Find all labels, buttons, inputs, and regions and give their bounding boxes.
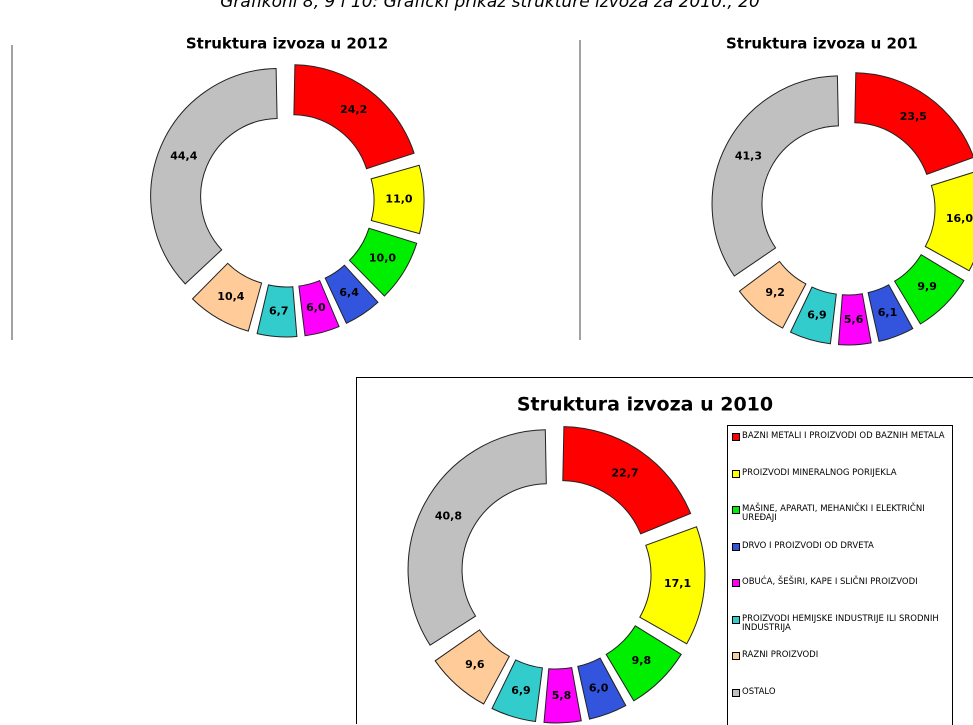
donut-segment [712, 76, 838, 276]
legend-label: PROIZVODI MINERALNOG PORIJEKLA [742, 469, 897, 478]
legend-label: DRVO I PROIZVODI OD DRVETA [742, 542, 874, 551]
value-label: 24,2 [340, 103, 367, 116]
value-label: 6,4 [339, 286, 359, 299]
value-label: 6,0 [306, 301, 326, 314]
donut-segment [151, 69, 277, 284]
donut-segment [294, 65, 414, 169]
legend-swatch [732, 652, 740, 660]
value-label: 17,1 [664, 577, 691, 590]
value-label: 9,8 [632, 654, 652, 667]
value-label: 5,8 [552, 689, 572, 702]
value-label: 6,7 [269, 305, 289, 318]
legend-swatch [732, 433, 740, 441]
legend-label: OBUĆA, ŠEŠIRI, KAPE I SLIČNI PROIZVODI [742, 578, 918, 587]
donut-segment [408, 430, 546, 645]
value-label: 6,1 [878, 306, 898, 319]
value-label: 6,9 [511, 684, 531, 697]
value-label: 44,4 [170, 149, 197, 162]
legend-item: BAZNI METALI I PROIZVODI OD BAZNIH METAL… [732, 432, 948, 469]
legend-label: PROIZVODI HEMIJSKE INDUSTRIJE ILI SRODNI… [742, 615, 948, 633]
value-label: 10,0 [369, 252, 396, 265]
value-label: 41,3 [735, 150, 762, 163]
legend-item: PROIZVODI MINERALNOG PORIJEKLA [732, 469, 948, 506]
donut-segment [855, 73, 973, 175]
value-label: 9,2 [765, 286, 785, 299]
value-label: 16,0 [946, 212, 973, 225]
chart-title: Struktura izvoza u 2010 [517, 394, 773, 416]
legend-swatch [732, 616, 740, 624]
legend-item: OSTALO [732, 688, 948, 725]
legend: BAZNI METALI I PROIZVODI OD BAZNIH METAL… [727, 425, 953, 725]
legend-label: RAZNI PROIZVODI [742, 651, 818, 660]
legend-item: MAŠINE, APARATI, MEHANIČKI I ELEKTRIČNI … [732, 505, 948, 542]
value-label: 9,9 [917, 280, 937, 293]
legend-swatch [732, 689, 740, 697]
legend-label: MAŠINE, APARATI, MEHANIČKI I ELEKTRIČNI … [742, 505, 948, 523]
donut-segment [563, 427, 691, 534]
legend-item: RAZNI PROIZVODI [732, 651, 948, 688]
value-label: 6,0 [589, 681, 609, 694]
value-label: 6,9 [807, 309, 827, 322]
legend-item: DRVO I PROIZVODI OD DRVETA [732, 542, 948, 579]
chart-title: Struktura izvoza u 201 [726, 35, 918, 53]
legend-swatch [732, 579, 740, 587]
value-label: 9,6 [465, 658, 485, 671]
value-label: 10,4 [217, 290, 244, 303]
legend-item: OBUĆA, ŠEŠIRI, KAPE I SLIČNI PROIZVODI [732, 578, 948, 615]
legend-swatch [732, 470, 740, 478]
legend-label: OSTALO [742, 688, 776, 697]
chart-title: Struktura izvoza u 2012 [186, 35, 388, 53]
value-label: 11,0 [385, 193, 412, 206]
value-label: 23,5 [900, 110, 927, 123]
legend-label: BAZNI METALI I PROIZVODI OD BAZNIH METAL… [742, 432, 945, 441]
value-label: 5,6 [844, 313, 864, 326]
value-label: 22,7 [611, 466, 638, 479]
legend-item: PROIZVODI HEMIJSKE INDUSTRIJE ILI SRODNI… [732, 615, 948, 652]
legend-swatch [732, 543, 740, 551]
legend-swatch [732, 506, 740, 514]
caption: Grafikoni 8, 9 i 10: Grafički prikaz str… [220, 0, 760, 12]
value-label: 40,8 [435, 509, 462, 522]
